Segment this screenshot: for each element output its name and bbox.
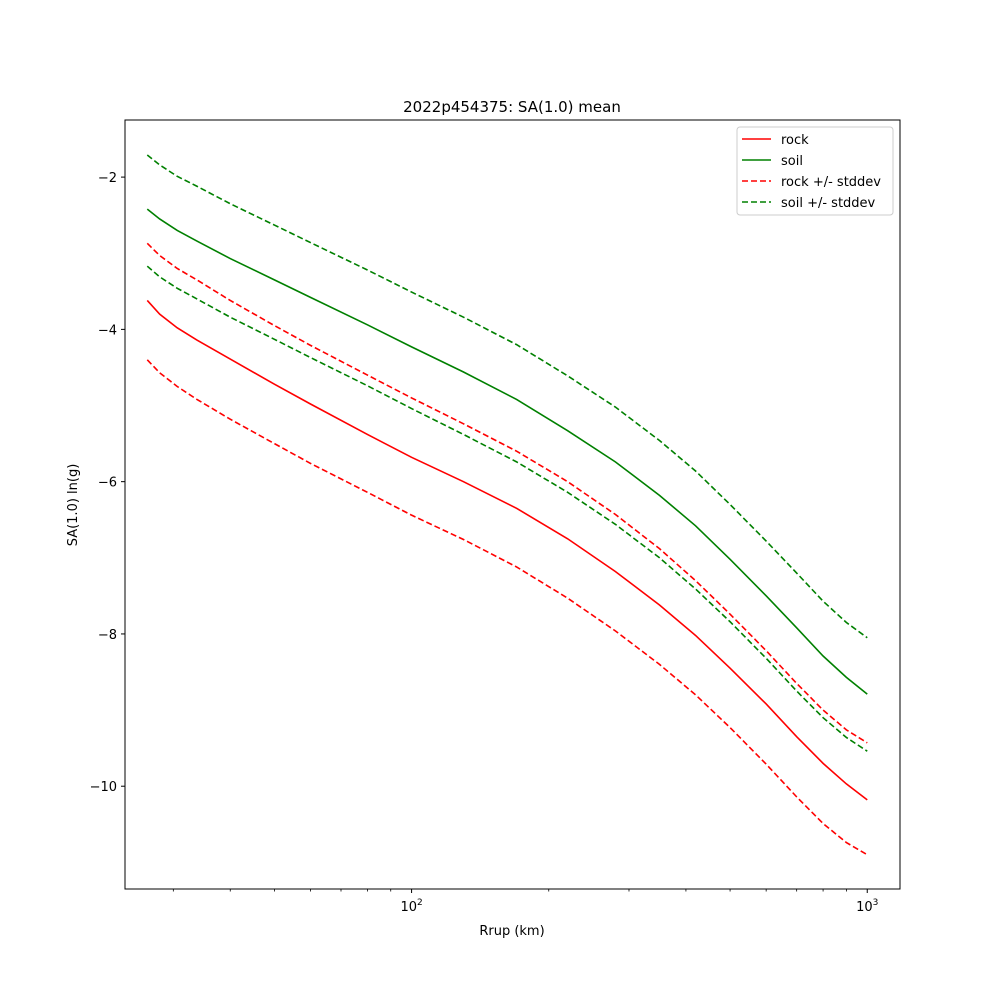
- legend-label: rock +/- stddev: [781, 175, 881, 190]
- legend-label: soil: [781, 154, 803, 169]
- y-tick-label: −2: [98, 171, 117, 186]
- x-tick-label: 103: [856, 898, 878, 915]
- y-axis-label: SA(1.0) ln(g): [66, 464, 81, 547]
- y-tick-label: −6: [98, 476, 117, 491]
- series-line-rock-stddev-2: [146, 242, 868, 744]
- y-tick-label: −4: [98, 323, 117, 338]
- series-line-soil-stddev-4: [146, 154, 868, 639]
- legend: rock soil rock +/- stddev soil +/- stddev: [736, 126, 894, 216]
- plot-lines: [146, 154, 868, 856]
- x-axis-ticks: 102 103: [172, 889, 878, 915]
- series-line-band-5: [146, 265, 868, 752]
- chart-title: 2022p454375: SA(1.0) mean: [403, 98, 621, 116]
- y-tick-label: −8: [98, 628, 117, 643]
- legend-label: rock: [781, 133, 809, 148]
- legend-label: soil +/- stddev: [781, 196, 876, 211]
- series-line-soil-1: [146, 208, 868, 695]
- series-line-rock-0: [146, 299, 868, 801]
- legend-box: [736, 126, 894, 216]
- y-axis-ticks: −2 −4 −6 −8 −10: [90, 171, 125, 795]
- plot-frame: [124, 119, 901, 890]
- y-tick-label: −10: [90, 780, 117, 795]
- x-tick-label: 102: [400, 898, 422, 915]
- x-axis-label: Rrup (km): [479, 924, 544, 939]
- series-line-band-3: [146, 359, 868, 856]
